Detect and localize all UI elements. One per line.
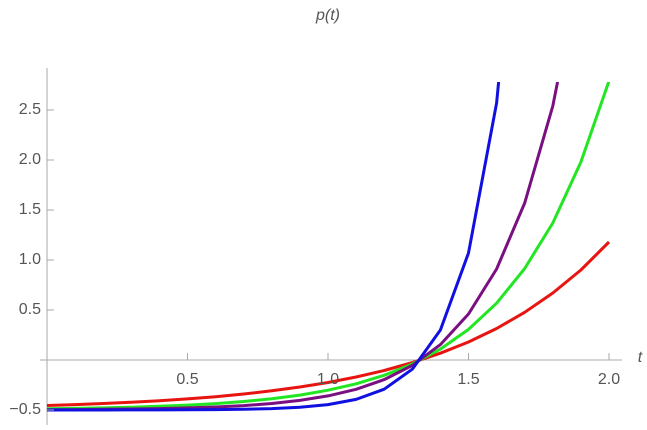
y-tick-label: 1.5: [19, 201, 41, 218]
y-tick-label: 2.5: [19, 101, 41, 118]
y-tick-label: −0.5: [9, 401, 41, 418]
curve: [47, 82, 501, 412]
y-tick-label: 1.0: [19, 251, 41, 268]
x-tick-label: 2.0: [598, 371, 620, 388]
curve: [46, 82, 611, 411]
curve: [46, 240, 611, 407]
x-tick-label: 1.5: [457, 371, 479, 388]
y-tick-label: 0.5: [19, 301, 41, 318]
x-axis-label: t: [638, 349, 643, 366]
x-tick-label: 0.5: [176, 371, 198, 388]
x-tick-label: 1.0: [317, 371, 339, 388]
curve: [46, 82, 560, 412]
curves: [46, 82, 611, 412]
chart-title: p(t): [315, 7, 340, 24]
y-tick-label: 2.0: [19, 151, 41, 168]
